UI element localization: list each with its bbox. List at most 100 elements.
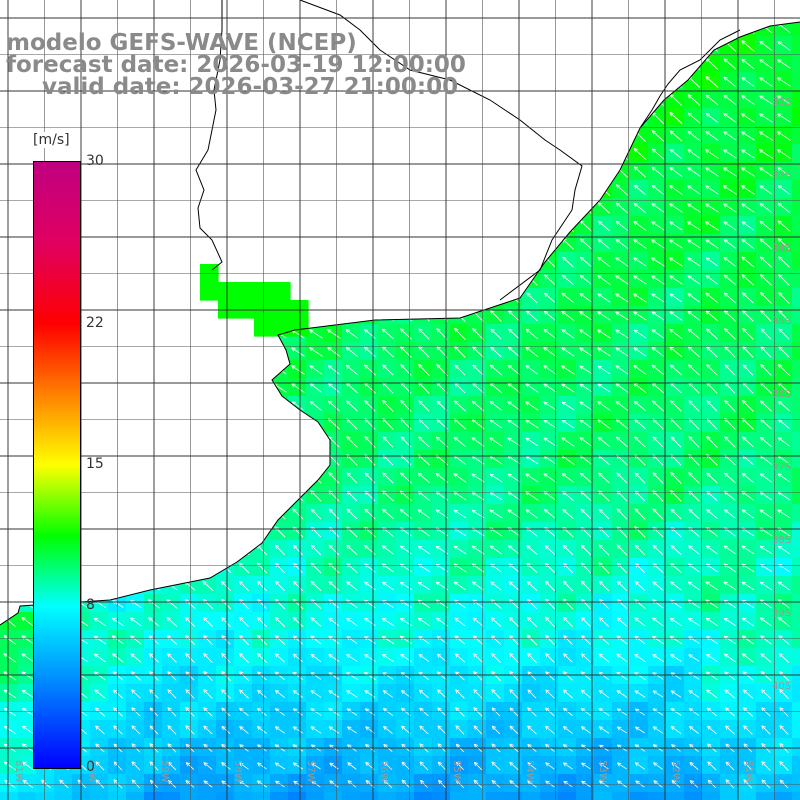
wind-arrow (670, 22, 682, 35)
speed-cell (414, 108, 433, 127)
speed-cell (180, 522, 199, 541)
wind-arrow (706, 22, 718, 34)
wind-arrow (129, 149, 143, 159)
speed-cell (504, 72, 523, 91)
colorbar-tick-label: 30 (86, 153, 104, 169)
wind-arrow (399, 292, 412, 304)
wind-arrow (526, 255, 538, 269)
speed-cell (198, 306, 217, 325)
valid-date: valid date: 2026-03-27 21:00:00 (42, 74, 459, 100)
wind-arrow (381, 185, 395, 195)
speed-cell (0, 108, 19, 127)
wind-arrow (471, 202, 485, 214)
wind-arrow (94, 382, 106, 394)
wind-arrow (93, 274, 107, 286)
speed-cell (252, 342, 271, 361)
speed-cell (216, 504, 235, 523)
speed-cell (144, 0, 163, 19)
wind-arrow (3, 147, 17, 160)
speed-cell (486, 216, 505, 235)
speed-cell (234, 468, 253, 487)
wind-arrow (201, 166, 214, 178)
wind-arrow (417, 292, 430, 304)
speed-cell (144, 342, 163, 361)
speed-cell (468, 162, 487, 181)
estuary-cell (290, 318, 309, 337)
speed-cell (270, 126, 289, 145)
wind-arrow (435, 149, 449, 159)
wind-arrow (345, 221, 359, 231)
speed-cell (702, 22, 721, 37)
speed-cell (252, 378, 271, 397)
speed-cell (450, 0, 469, 19)
wind-arrow (490, 274, 502, 286)
colorbar-tick-label: 8 (86, 597, 95, 614)
wind-arrow (238, 183, 250, 196)
speed-cell (180, 324, 199, 343)
speed-cell (360, 180, 379, 199)
speed-cell (378, 180, 397, 199)
speed-cell (144, 792, 163, 800)
speed-cell (288, 0, 307, 19)
wind-arrow (22, 112, 34, 124)
speed-cell (324, 162, 343, 181)
wind-arrow (725, 5, 736, 16)
wind-arrow (238, 165, 250, 178)
speed-cell (36, 108, 55, 127)
speed-cell (162, 414, 181, 433)
speed-cell (216, 522, 235, 541)
speed-cell (396, 216, 415, 235)
speed-cell (234, 252, 253, 271)
speed-cell (252, 486, 271, 505)
wind-arrow (219, 473, 233, 483)
wind-arrow (165, 202, 179, 214)
speed-cell (306, 468, 325, 487)
wind-arrow (346, 112, 358, 124)
speed-cell (486, 108, 505, 127)
speed-cell (270, 468, 289, 487)
wind-arrow (381, 203, 395, 213)
speed-cell (180, 144, 199, 163)
speed-cell (792, 414, 800, 433)
wind-arrow (77, 4, 88, 15)
wind-arrow (130, 382, 142, 394)
speed-cell (360, 22, 379, 37)
wind-arrow (615, 22, 629, 34)
speed-cell (612, 36, 631, 55)
wind-arrow (508, 256, 520, 268)
wind-arrow (652, 39, 664, 52)
speed-cell (0, 0, 19, 19)
speed-cell (414, 180, 433, 199)
wind-arrow (165, 509, 179, 519)
wind-arrow (562, 147, 574, 160)
wind-arrow (94, 4, 105, 15)
speed-cell (432, 180, 451, 199)
speed-cell (180, 108, 199, 127)
wind-arrow (562, 184, 574, 196)
speed-cell (162, 558, 181, 577)
wind-arrow (219, 401, 233, 411)
lat-label: 38S (772, 535, 791, 546)
wind-arrow (327, 166, 341, 178)
wind-arrow (183, 383, 196, 393)
wind-arrow (561, 41, 575, 51)
lon-label: 52W (670, 760, 681, 783)
speed-cell (594, 0, 613, 19)
wind-arrow (201, 491, 215, 501)
speed-cell (612, 54, 631, 73)
wind-arrow (219, 112, 232, 124)
estuary-cell (236, 282, 255, 301)
speed-cell (0, 468, 19, 487)
speed-cell (162, 504, 181, 523)
speed-cell (540, 72, 559, 91)
wind-arrow (94, 436, 106, 448)
wind-arrow (112, 382, 124, 394)
speed-cell (558, 54, 577, 73)
wind-arrow (363, 257, 377, 267)
lon-label: 53W (597, 760, 608, 783)
wind-arrow (453, 131, 467, 141)
wind-arrow (3, 275, 17, 285)
wind-arrow (255, 111, 269, 124)
wind-arrow (417, 167, 431, 177)
speed-cell (198, 0, 217, 19)
